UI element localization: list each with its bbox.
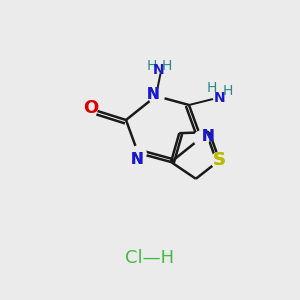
Text: N: N [146,86,159,101]
Text: N: N [201,128,214,143]
Text: N: N [146,86,159,101]
Text: H: H [161,59,172,73]
Text: O: O [83,99,98,117]
Text: N: N [214,91,226,104]
Text: H: H [223,85,233,98]
Text: H: H [206,82,217,95]
Text: S: S [213,151,226,169]
Text: N: N [130,152,143,167]
Text: H: H [146,59,157,73]
Text: N: N [201,128,214,143]
Text: N: N [130,152,143,167]
Text: Cl—H: Cl—H [125,249,175,267]
Text: S: S [213,151,226,169]
Text: N: N [153,64,165,77]
